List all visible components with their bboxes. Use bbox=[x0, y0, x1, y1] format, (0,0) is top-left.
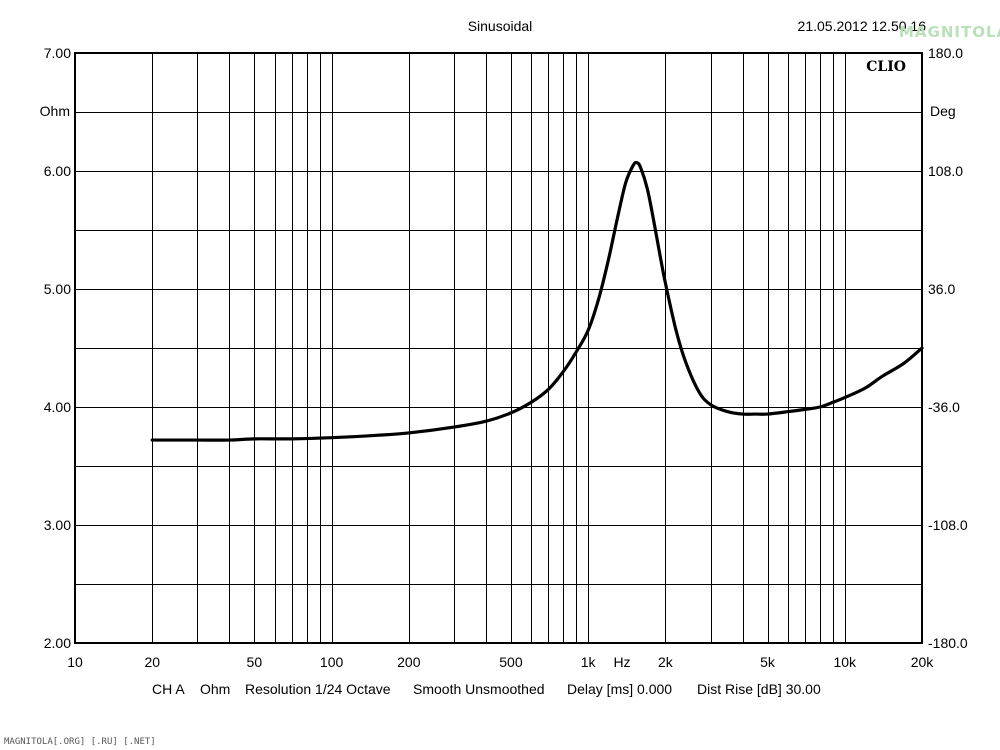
watermark-bottom-text: MAGNITOLA[.ORG] [.RU] [.NET] bbox=[4, 737, 156, 747]
y-tick-label: 2.00 bbox=[44, 635, 71, 651]
y2-axis-ticks: -180.0 -108.0 -36.0 36.0 108.0 180.0 bbox=[928, 45, 968, 651]
x-tick-label: 20k bbox=[911, 654, 935, 670]
y-tick-label: 3.00 bbox=[44, 517, 71, 533]
y-tick-label: 4.00 bbox=[44, 399, 71, 415]
footer-resolution: Resolution 1/24 Octave bbox=[245, 681, 391, 697]
x-tick-label: 10k bbox=[833, 654, 857, 670]
timestamp: 21.05.2012 12.50.16 bbox=[798, 18, 927, 34]
chart-title: Sinusoidal bbox=[468, 18, 533, 34]
impedance-curve-line bbox=[150, 160, 924, 442]
x-axis-label: Hz bbox=[613, 654, 630, 670]
clio-brand: CLIO bbox=[866, 59, 906, 75]
y2-tick-label: 36.0 bbox=[928, 281, 955, 297]
footer-delay: Delay [ms] 0.000 bbox=[567, 681, 672, 697]
x-tick-label: 10 bbox=[67, 654, 83, 670]
footer-smooth: Smooth Unsmoothed bbox=[413, 681, 545, 697]
y-axis-label: Ohm bbox=[40, 103, 70, 119]
x-axis-ticks: 10 20 50 100 200 500 1k 2k 5k 10k 20k bbox=[67, 654, 934, 670]
x-tick-label: 200 bbox=[397, 654, 421, 670]
footer-unit: Ohm bbox=[200, 681, 230, 697]
x-tick-label: 100 bbox=[320, 654, 344, 670]
chart-series bbox=[150, 160, 924, 442]
watermark-logo-text: MAGNITOLA bbox=[899, 23, 1000, 41]
chart-grid bbox=[75, 53, 922, 643]
y2-axis-label: Deg bbox=[930, 103, 956, 119]
footer-dist-rise: Dist Rise [dB] 30.00 bbox=[697, 681, 821, 697]
y2-tick-label: -108.0 bbox=[928, 517, 968, 533]
footer-channel: CH A bbox=[152, 681, 185, 697]
x-tick-label: 2k bbox=[658, 654, 674, 670]
plot-frame bbox=[74, 52, 923, 644]
y2-tick-label: 108.0 bbox=[928, 163, 963, 179]
settings-line: CH A Ohm Resolution 1/24 Octave Smooth U… bbox=[152, 681, 821, 697]
x-tick-label: 1k bbox=[581, 654, 597, 670]
y-tick-label: 7.00 bbox=[44, 45, 71, 61]
x-tick-label: 5k bbox=[760, 654, 776, 670]
y-tick-label: 6.00 bbox=[44, 163, 71, 179]
x-tick-label: 500 bbox=[499, 654, 523, 670]
y2-tick-label: -36.0 bbox=[928, 399, 960, 415]
x-tick-label: 50 bbox=[247, 654, 263, 670]
y-tick-label: 5.00 bbox=[44, 281, 71, 297]
y2-tick-label: -180.0 bbox=[928, 635, 968, 651]
y2-tick-label: 180.0 bbox=[928, 45, 963, 61]
x-tick-label: 20 bbox=[144, 654, 160, 670]
watermark-logo: MAGNITOLA bbox=[899, 23, 1000, 41]
y-axis-ticks: 2.00 3.00 4.00 5.00 6.00 7.00 bbox=[44, 45, 71, 651]
